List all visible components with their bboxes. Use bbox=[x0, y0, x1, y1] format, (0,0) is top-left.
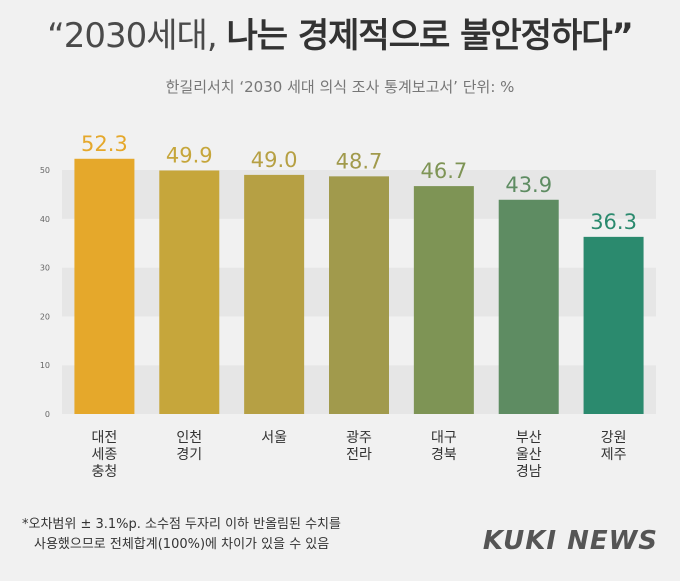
data-label: 46.7 bbox=[420, 159, 467, 183]
bar bbox=[159, 170, 220, 414]
bar bbox=[583, 236, 644, 414]
x-tick-label: 충청 bbox=[92, 464, 118, 480]
footnote-line1: *오차범위 ± 3.1%p. 소수점 두자리 이하 반올림된 수치를 bbox=[22, 517, 341, 532]
x-tick-label: 경남 bbox=[516, 464, 542, 480]
y-tick-label: 0 bbox=[45, 410, 50, 419]
x-tick-label: 인천 bbox=[176, 430, 202, 446]
x-tick-label: 경북 bbox=[431, 447, 457, 463]
data-label: 52.3 bbox=[81, 132, 128, 156]
y-tick-label: 40 bbox=[40, 215, 50, 224]
x-tick-label: 울산 bbox=[516, 447, 542, 463]
bar bbox=[413, 186, 474, 414]
y-tick-label: 10 bbox=[40, 361, 50, 370]
x-tick-label: 전라 bbox=[346, 447, 372, 463]
x-tick-label: 제주 bbox=[601, 447, 627, 463]
x-tick-label: 세종 bbox=[92, 447, 118, 463]
data-label: 49.0 bbox=[251, 148, 298, 172]
x-tick-label: 대구 bbox=[431, 430, 457, 446]
data-label: 43.9 bbox=[505, 173, 552, 197]
x-tick-label: 강원 bbox=[601, 430, 627, 446]
bar bbox=[329, 176, 389, 414]
title-part1: “2030세대, bbox=[47, 16, 227, 56]
x-tick-label: 대전 bbox=[92, 430, 118, 446]
y-tick-label: 50 bbox=[40, 166, 50, 175]
bar bbox=[498, 199, 559, 414]
x-tick-label: 서울 bbox=[261, 430, 287, 446]
data-label: 36.3 bbox=[590, 210, 637, 234]
kuki-news-logo: KUKI NEWS bbox=[482, 526, 658, 556]
chart-title: “2030세대, 나는 경제적으로 불안정하다” bbox=[0, 14, 680, 58]
bar bbox=[74, 158, 135, 414]
title-part2: 나는 경제적으로 불안정하다” bbox=[226, 16, 633, 56]
footnote-line2: 사용했으므로 전체합계(100%)에 차이가 있을 수 있음 bbox=[34, 537, 330, 552]
x-tick-label: 경기 bbox=[176, 447, 202, 463]
x-tick-label: 부산 bbox=[516, 430, 542, 446]
y-tick-label: 20 bbox=[40, 312, 50, 321]
bar bbox=[244, 174, 305, 414]
footnote: *오차범위 ± 3.1%p. 소수점 두자리 이하 반올림된 수치를 사용했으므… bbox=[22, 515, 341, 555]
data-label: 49.9 bbox=[166, 143, 213, 167]
data-label: 48.7 bbox=[336, 149, 383, 173]
chart-subtitle: 한길리서치 ‘2030 세대 의식 조사 통계보고서’ 단위: % bbox=[165, 78, 515, 96]
x-tick-label: 광주 bbox=[346, 430, 372, 446]
y-tick-label: 30 bbox=[40, 264, 50, 273]
